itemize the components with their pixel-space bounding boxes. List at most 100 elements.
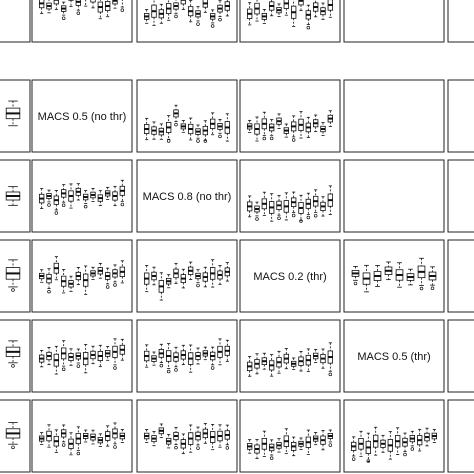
box-mark bbox=[68, 0, 74, 7]
box-mark bbox=[112, 185, 118, 207]
box-mark bbox=[209, 112, 216, 136]
box-mark bbox=[5, 259, 21, 292]
box-outlier bbox=[174, 14, 178, 19]
box-outlier bbox=[166, 369, 171, 374]
panel-border bbox=[136, 0, 238, 43]
box-mark bbox=[38, 349, 45, 368]
panel-border bbox=[0, 0, 31, 43]
box-mark bbox=[60, 269, 67, 294]
box-mark bbox=[268, 119, 275, 141]
box-mark bbox=[90, 188, 96, 202]
box-mark bbox=[104, 186, 111, 200]
box-mark bbox=[68, 183, 74, 209]
box-outlier bbox=[113, 283, 117, 287]
box-mark bbox=[165, 343, 172, 374]
panel-border bbox=[0, 79, 31, 153]
box-outlier bbox=[76, 11, 81, 16]
box-mark bbox=[351, 266, 360, 286]
box-mark bbox=[246, 439, 253, 454]
box-outlier bbox=[83, 204, 88, 209]
box-mark bbox=[53, 429, 60, 453]
box-mark bbox=[384, 261, 393, 281]
box-mark bbox=[254, 201, 260, 221]
box-outlier bbox=[113, 366, 117, 370]
box-outlier bbox=[328, 443, 333, 447]
box-mark bbox=[82, 429, 89, 443]
box-outlier bbox=[419, 286, 424, 291]
panel-border bbox=[447, 79, 474, 153]
box-mark bbox=[298, 111, 304, 139]
box-mark bbox=[372, 426, 379, 456]
box-mark bbox=[217, 265, 223, 285]
box-outlier bbox=[410, 447, 415, 451]
box-mark bbox=[202, 0, 209, 13]
panel-border bbox=[239, 399, 341, 473]
box-mark bbox=[60, 424, 67, 447]
box-outlier bbox=[351, 457, 356, 461]
box-mark bbox=[261, 430, 268, 457]
box-mark bbox=[82, 190, 89, 209]
box-mark bbox=[97, 433, 104, 447]
box-mark bbox=[187, 0, 194, 23]
panel-border bbox=[343, 0, 445, 43]
box-mark bbox=[290, 357, 297, 371]
box-mark bbox=[320, 122, 326, 136]
box-mark bbox=[305, 192, 312, 220]
box-mark bbox=[424, 427, 430, 447]
box-mark bbox=[119, 260, 126, 284]
box-mark bbox=[254, 0, 260, 22]
box-mark bbox=[209, 346, 216, 370]
box-outlier bbox=[166, 139, 171, 143]
box-mark bbox=[217, 0, 223, 22]
box-outlier bbox=[225, 446, 230, 450]
diagonal-label: MACS 0.8 (no thr) bbox=[143, 191, 232, 203]
box-mark bbox=[406, 268, 415, 286]
panel-border bbox=[447, 239, 474, 313]
panel-border bbox=[136, 319, 238, 393]
box-mark bbox=[143, 429, 150, 443]
box-mark bbox=[276, 438, 282, 453]
box-mark bbox=[290, 115, 297, 142]
box-mark bbox=[362, 264, 371, 293]
box-mark bbox=[151, 0, 157, 26]
box-outlier bbox=[353, 281, 358, 286]
box-mark bbox=[68, 348, 74, 366]
box-mark bbox=[165, 274, 172, 289]
box-mark bbox=[38, 432, 45, 445]
panel-border bbox=[31, 399, 133, 473]
box-outlier bbox=[174, 368, 178, 372]
box-mark bbox=[268, 439, 275, 460]
box-outlier bbox=[105, 285, 110, 289]
box-mark bbox=[195, 269, 201, 288]
box-mark bbox=[276, 113, 282, 129]
box-mark bbox=[312, 0, 319, 18]
box-mark bbox=[68, 432, 74, 456]
box-mark bbox=[261, 8, 268, 24]
box-mark bbox=[305, 116, 312, 138]
box-mark bbox=[82, 343, 89, 374]
box-mark bbox=[428, 266, 437, 291]
box-outlier bbox=[306, 215, 311, 220]
box-outlier bbox=[47, 289, 51, 294]
box-mark bbox=[224, 339, 231, 362]
panel-border bbox=[239, 79, 341, 153]
box-mark bbox=[180, 433, 187, 455]
panel-border bbox=[239, 0, 341, 43]
box-mark bbox=[60, 1, 67, 20]
box-mark bbox=[84, 0, 88, 7]
panel-border bbox=[343, 399, 445, 473]
box-mark bbox=[290, 0, 297, 27]
box-mark bbox=[276, 350, 282, 374]
box-mark bbox=[75, 0, 82, 16]
box-mark bbox=[151, 431, 157, 447]
box-mark bbox=[5, 340, 21, 368]
box-mark bbox=[97, 190, 104, 206]
box-mark bbox=[53, 189, 60, 215]
box-outlier bbox=[159, 363, 164, 368]
box-mark bbox=[151, 121, 157, 140]
box-body bbox=[53, 0, 60, 5]
box-mark bbox=[395, 262, 404, 288]
box-mark bbox=[5, 100, 21, 127]
box-mark bbox=[90, 429, 96, 445]
box-outlier bbox=[11, 288, 15, 292]
